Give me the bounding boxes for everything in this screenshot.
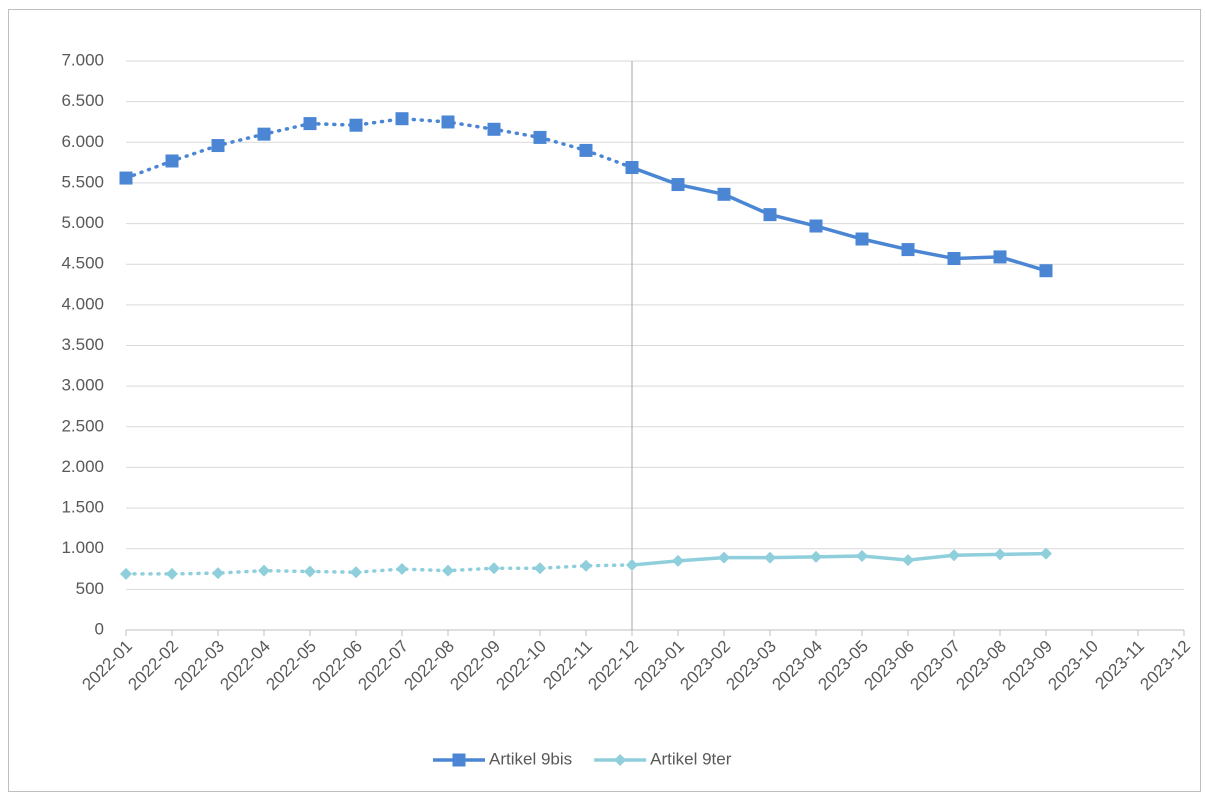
y-tick-label: 4.500	[61, 254, 104, 273]
marker	[396, 563, 408, 576]
marker	[764, 551, 776, 564]
marker	[488, 562, 500, 575]
legend-label: Artikel 9ter	[650, 749, 732, 768]
marker	[717, 187, 731, 201]
marker	[304, 565, 316, 578]
marker	[810, 550, 822, 563]
marker	[993, 250, 1007, 264]
marker	[856, 550, 868, 563]
y-tick-label: 2.500	[61, 416, 104, 435]
series-line	[631, 551, 1047, 567]
marker	[625, 160, 639, 174]
y-tick-label: 1.500	[61, 498, 104, 517]
legend: Artikel 9bis Artikel 9ter	[433, 749, 732, 768]
y-tick-label: 1.000	[61, 538, 104, 557]
legend-marker	[452, 753, 466, 767]
marker	[901, 243, 915, 257]
y-tick-label: 2.000	[61, 457, 104, 476]
y-tick-label: 5.500	[61, 172, 104, 191]
marker	[671, 178, 685, 192]
chart-border	[8, 9, 1201, 792]
marker	[119, 171, 133, 185]
marker	[718, 551, 730, 564]
marker	[1039, 264, 1053, 278]
marker	[902, 554, 914, 567]
marker	[165, 154, 179, 168]
marker	[442, 564, 454, 577]
marker	[1040, 547, 1052, 560]
marker	[763, 208, 777, 222]
series-line	[124, 116, 634, 180]
marker	[855, 232, 869, 246]
marker	[533, 130, 547, 144]
y-tick-label: 7.000	[61, 50, 104, 69]
marker	[211, 139, 225, 153]
y-tick-label: 6.500	[61, 91, 104, 110]
marker	[534, 562, 546, 575]
marker	[257, 127, 271, 141]
marker	[994, 548, 1006, 561]
marker	[303, 117, 317, 131]
y-tick-label: 6.000	[61, 132, 104, 151]
marker	[487, 122, 501, 136]
marker	[580, 559, 592, 572]
marker	[809, 219, 823, 233]
legend-label: Artikel 9bis	[489, 749, 572, 768]
marker	[258, 564, 270, 577]
y-tick-label: 0	[95, 619, 104, 638]
marker	[672, 554, 684, 567]
series-line	[631, 165, 1047, 273]
marker	[395, 112, 409, 126]
marker	[166, 567, 178, 580]
y-tick-label: 3.500	[61, 335, 104, 354]
y-tick-label: 4.000	[61, 294, 104, 313]
marker	[626, 558, 638, 571]
legend-marker	[614, 754, 627, 766]
y-tick-label: 500	[76, 579, 104, 598]
marker	[349, 118, 363, 132]
y-tick-label: 3.000	[61, 376, 104, 395]
marker	[579, 143, 593, 157]
marker	[212, 567, 224, 580]
marker	[120, 567, 132, 580]
marker	[350, 566, 362, 579]
marker	[948, 549, 960, 562]
marker	[947, 252, 961, 266]
marker	[441, 115, 455, 129]
y-tick-label: 5.000	[61, 213, 104, 232]
